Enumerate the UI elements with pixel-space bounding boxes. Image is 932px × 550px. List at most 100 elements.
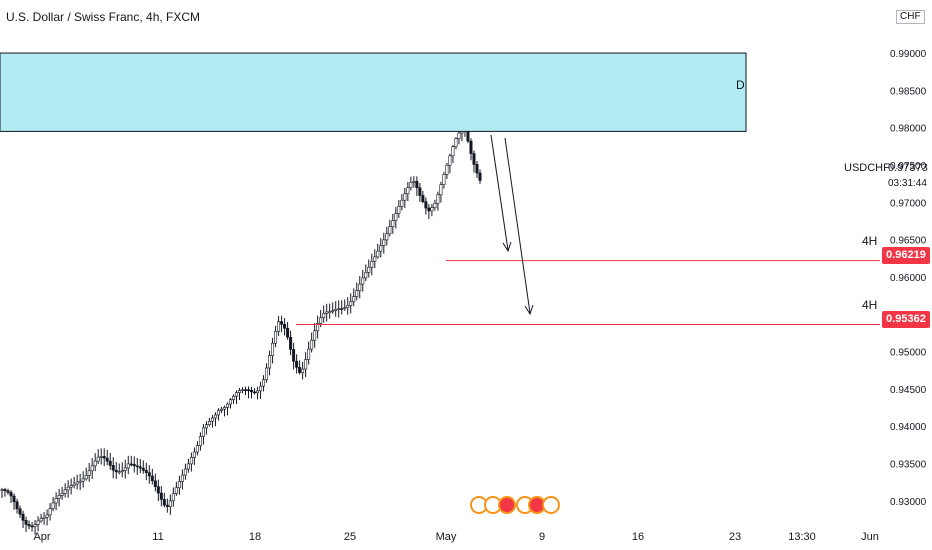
- candle[interactable]: [421, 190, 425, 204]
- candle[interactable]: [153, 473, 157, 492]
- candle[interactable]: [241, 386, 245, 394]
- candle[interactable]: [132, 456, 136, 473]
- candle[interactable]: [247, 386, 251, 399]
- economic-events[interactable]: [470, 496, 560, 514]
- candle[interactable]: [253, 388, 257, 395]
- candle[interactable]: [201, 424, 205, 445]
- candle[interactable]: [343, 299, 347, 311]
- candle[interactable]: [150, 468, 154, 485]
- candle[interactable]: [189, 452, 193, 472]
- candle[interactable]: [262, 375, 266, 392]
- candle[interactable]: [63, 483, 67, 498]
- candle[interactable]: [135, 457, 139, 475]
- level-1-price-tag[interactable]: 0.96219: [882, 247, 930, 264]
- candle[interactable]: [250, 386, 254, 399]
- candle[interactable]: [277, 315, 281, 336]
- candle[interactable]: [30, 521, 34, 532]
- candle[interactable]: [475, 161, 479, 178]
- candle[interactable]: [24, 516, 28, 532]
- candle[interactable]: [478, 169, 482, 184]
- candle[interactable]: [75, 474, 79, 490]
- candle[interactable]: [39, 513, 43, 523]
- candle[interactable]: [222, 405, 226, 417]
- candle[interactable]: [322, 305, 326, 323]
- candle[interactable]: [96, 449, 100, 465]
- candle[interactable]: [165, 498, 169, 513]
- candle[interactable]: [439, 181, 443, 203]
- candle[interactable]: [42, 512, 46, 525]
- candle[interactable]: [313, 323, 317, 348]
- candle[interactable]: [99, 448, 103, 465]
- candle[interactable]: [12, 493, 16, 510]
- candle[interactable]: [289, 330, 293, 356]
- candle[interactable]: [259, 381, 263, 400]
- candle[interactable]: [358, 276, 362, 299]
- candle[interactable]: [361, 269, 365, 292]
- candle[interactable]: [168, 494, 172, 515]
- candle[interactable]: [286, 321, 290, 340]
- candle[interactable]: [337, 300, 341, 318]
- candle[interactable]: [198, 432, 202, 451]
- candle[interactable]: [298, 360, 302, 375]
- candle[interactable]: [84, 467, 88, 481]
- event-flag-us-icon[interactable]: [542, 496, 560, 514]
- candle[interactable]: [430, 203, 434, 217]
- candle[interactable]: [192, 447, 196, 465]
- candle[interactable]: [268, 350, 272, 376]
- candle[interactable]: [3, 487, 7, 497]
- candle[interactable]: [310, 332, 314, 353]
- candle[interactable]: [123, 459, 127, 479]
- candle[interactable]: [183, 463, 187, 480]
- candle[interactable]: [352, 288, 356, 307]
- candle[interactable]: [180, 469, 184, 490]
- candle[interactable]: [391, 213, 395, 234]
- candle[interactable]: [174, 481, 178, 496]
- candle[interactable]: [231, 394, 235, 404]
- candle[interactable]: [156, 479, 160, 502]
- candle[interactable]: [451, 144, 455, 163]
- candle[interactable]: [355, 282, 359, 301]
- price-axis[interactable]: 0.99000 0.98500 0.98000 0.97500 0.97000 0.965…: [890, 49, 927, 508]
- candle[interactable]: [256, 386, 260, 400]
- candle[interactable]: [138, 459, 142, 474]
- candle[interactable]: [90, 457, 94, 479]
- candle[interactable]: [304, 352, 308, 378]
- candle[interactable]: [307, 341, 311, 365]
- candle[interactable]: [274, 325, 278, 348]
- candle[interactable]: [219, 406, 223, 414]
- candle[interactable]: [328, 303, 332, 319]
- candle[interactable]: [27, 520, 31, 530]
- candle[interactable]: [18, 505, 22, 518]
- candle[interactable]: [388, 219, 392, 237]
- candle[interactable]: [45, 509, 49, 526]
- candle[interactable]: [409, 176, 413, 191]
- candle[interactable]: [412, 176, 416, 188]
- candle[interactable]: [216, 408, 220, 421]
- candle[interactable]: [424, 197, 428, 215]
- candle[interactable]: [472, 150, 476, 173]
- candle[interactable]: [51, 497, 55, 512]
- candle[interactable]: [177, 475, 181, 495]
- candle[interactable]: [186, 458, 190, 473]
- candle[interactable]: [69, 478, 73, 495]
- candle[interactable]: [292, 342, 296, 370]
- candle[interactable]: [213, 412, 217, 427]
- candle[interactable]: [102, 448, 106, 466]
- candle[interactable]: [283, 318, 287, 336]
- candle[interactable]: [48, 502, 52, 521]
- candle[interactable]: [394, 207, 398, 229]
- candle[interactable]: [141, 460, 145, 474]
- candle[interactable]: [114, 462, 118, 479]
- candle[interactable]: [117, 463, 121, 475]
- candle[interactable]: [66, 480, 70, 498]
- candle[interactable]: [120, 462, 124, 478]
- candle[interactable]: [129, 455, 133, 467]
- candle[interactable]: [325, 303, 329, 322]
- candle[interactable]: [78, 473, 82, 491]
- candle[interactable]: [33, 520, 37, 535]
- candle[interactable]: [105, 449, 109, 466]
- candle[interactable]: [301, 361, 305, 380]
- time-axis[interactable]: Apr 11 18 25 May 9 16 23 13:30 Jun: [33, 531, 878, 543]
- candle[interactable]: [6, 488, 10, 495]
